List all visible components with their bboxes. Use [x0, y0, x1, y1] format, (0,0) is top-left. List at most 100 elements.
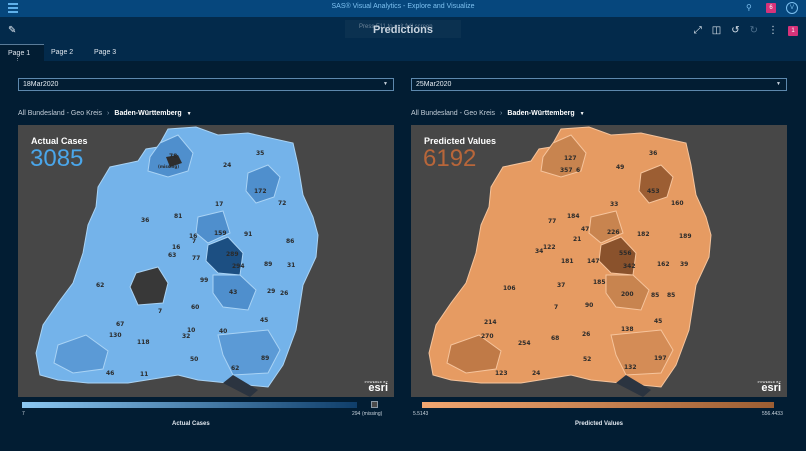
esri-logo: POWERED BY esri [757, 380, 781, 394]
svg-text:127: 127 [564, 155, 577, 162]
redo-icon[interactable]: ↻ [749, 25, 758, 36]
geo-map-predicted[interactable]: 127 357 6 49 36 453 33 160 77 184 47 21 … [411, 125, 787, 397]
svg-text:147: 147 [587, 258, 600, 265]
legend-title: Actual Cases [172, 421, 210, 427]
svg-text:197: 197 [654, 355, 667, 362]
svg-text:181: 181 [561, 258, 574, 265]
svg-text:33: 33 [610, 201, 618, 208]
svg-text:45: 45 [260, 317, 268, 324]
legend-max: 294 [352, 411, 361, 417]
svg-text:160: 160 [671, 200, 684, 207]
svg-text:122: 122 [543, 244, 556, 251]
svg-text:43: 43 [229, 289, 237, 296]
legend-min: 7 [22, 411, 25, 417]
svg-text:17: 17 [215, 201, 223, 208]
svg-text:45: 45 [654, 318, 662, 325]
svg-text:189: 189 [679, 233, 692, 240]
date-dropdown-left[interactable]: 18Mar2020 ▼ [18, 78, 394, 91]
svg-text:35: 35 [256, 150, 264, 157]
svg-text:62: 62 [231, 365, 239, 372]
chevron-down-icon[interactable]: ▼ [186, 111, 192, 117]
legend-missing-label: (missing) [362, 411, 383, 417]
svg-text:200: 200 [621, 291, 634, 298]
svg-text:34: 34 [535, 248, 543, 255]
choropleth-map: 78 (missing) 24 35 172 17 72 36 81 16 7 … [35, 126, 319, 397]
svg-text:10: 10 [187, 327, 195, 334]
chevron-down-icon: ▼ [383, 81, 388, 87]
svg-text:50: 50 [190, 356, 198, 363]
geo-map-actual[interactable]: 78 (missing) 24 35 172 17 72 36 81 16 7 … [18, 125, 394, 397]
svg-text:31: 31 [287, 262, 295, 269]
search-icon[interactable]: ⚲ [746, 3, 752, 12]
svg-text:60: 60 [191, 304, 199, 311]
svg-text:(missing): (missing) [158, 164, 179, 169]
toolbar-badge[interactable]: 1 [788, 25, 798, 36]
svg-text:7: 7 [554, 304, 558, 311]
svg-text:7: 7 [158, 308, 162, 315]
svg-text:67: 67 [116, 321, 124, 328]
svg-text:24: 24 [532, 370, 540, 377]
svg-text:24: 24 [223, 162, 231, 169]
breadcrumb: All Bundesland - Geo Kreis › Baden-Württem… [411, 110, 585, 117]
svg-text:289: 289 [226, 251, 239, 258]
panel-icon[interactable]: ◫ [711, 25, 722, 36]
edit-icon[interactable]: ✎ [8, 25, 17, 36]
breadcrumb-current[interactable]: Baden-Württemberg [507, 110, 575, 117]
svg-text:63: 63 [168, 252, 176, 259]
chevron-right-icon: › [500, 110, 503, 117]
svg-text:78: 78 [169, 153, 177, 160]
svg-text:7: 7 [192, 238, 196, 245]
app-title: SAS® Visual Analytics - Explore and Visu… [331, 3, 475, 10]
svg-text:11: 11 [140, 371, 148, 378]
chevron-down-icon[interactable]: ▼ [579, 111, 585, 117]
svg-text:90: 90 [585, 302, 593, 309]
legend-gradient [422, 402, 774, 408]
svg-text:214: 214 [484, 319, 497, 326]
powered-by-text: POWERED BY [757, 380, 781, 384]
svg-text:77: 77 [548, 218, 556, 225]
hamburger-menu-icon[interactable] [8, 3, 18, 13]
svg-text:99: 99 [200, 277, 208, 284]
svg-text:39: 39 [680, 261, 688, 268]
svg-text:294: 294 [232, 263, 245, 270]
svg-text:254: 254 [518, 340, 531, 347]
svg-text:453: 453 [647, 188, 660, 195]
svg-text:162: 162 [657, 261, 670, 268]
svg-text:226: 226 [607, 229, 620, 236]
expand-icon[interactable]: ⤢ [693, 25, 702, 36]
legend-missing-swatch [371, 401, 378, 408]
date-dropdown-right[interactable]: 25Mar2020 ▼ [411, 78, 787, 91]
tab-page-3[interactable]: Page 3 [94, 49, 117, 56]
breadcrumb-current[interactable]: Baden-Württemberg [114, 110, 182, 117]
powered-by-text: POWERED BY [364, 380, 388, 384]
more-options-icon[interactable]: ⋮ [768, 25, 778, 36]
svg-text:68: 68 [551, 335, 559, 342]
svg-text:46: 46 [106, 370, 114, 377]
breadcrumb-root[interactable]: All Bundesland - Geo Kreis [18, 110, 103, 117]
kpi-value: 3085 [30, 145, 84, 172]
tab-page-1[interactable]: Page 1 ⋮ [0, 44, 44, 65]
svg-text:52: 52 [583, 356, 591, 363]
svg-text:342: 342 [623, 263, 636, 270]
breadcrumb-root[interactable]: All Bundesland - Geo Kreis [411, 110, 496, 117]
undo-icon[interactable]: ↺ [731, 25, 740, 36]
tab-page-2[interactable]: Page 2 [51, 49, 74, 56]
svg-text:26: 26 [582, 331, 590, 338]
svg-text:36: 36 [649, 150, 657, 157]
svg-text:270: 270 [481, 333, 494, 340]
svg-text:130: 130 [109, 332, 122, 339]
app-header: SAS® Visual Analytics - Explore and Visu… [0, 0, 806, 17]
svg-text:81: 81 [174, 213, 182, 220]
legend-max: 556.4433 [762, 411, 783, 417]
svg-text:29: 29 [267, 288, 275, 295]
svg-text:6: 6 [576, 167, 580, 174]
svg-text:37: 37 [557, 282, 565, 289]
svg-text:182: 182 [637, 231, 650, 238]
notifications-badge[interactable]: 6 [766, 3, 776, 13]
page-title: Predictions [373, 24, 433, 36]
choropleth-map: 127 357 6 49 36 453 33 160 77 184 47 21 … [428, 126, 712, 397]
svg-text:172: 172 [254, 188, 267, 195]
svg-text:85: 85 [651, 292, 659, 299]
user-avatar[interactable]: V [786, 2, 798, 14]
actual-cases-panel: 18Mar2020 ▼ All Bundesland - Geo Kreis › B… [0, 61, 394, 451]
